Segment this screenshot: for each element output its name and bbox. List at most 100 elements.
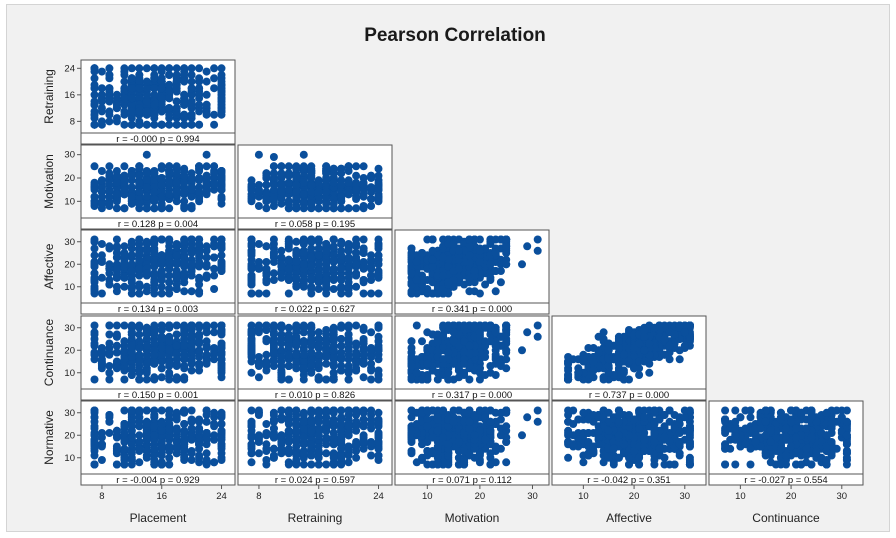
data-point bbox=[135, 422, 144, 431]
data-point bbox=[292, 339, 301, 348]
data-point bbox=[292, 364, 301, 373]
data-point bbox=[307, 417, 316, 426]
data-point bbox=[292, 181, 301, 189]
data-point bbox=[307, 408, 316, 417]
data-point bbox=[142, 107, 151, 116]
data-point bbox=[105, 375, 114, 384]
data-point bbox=[112, 167, 121, 175]
data-point bbox=[142, 183, 151, 192]
data-point bbox=[359, 258, 368, 266]
correlation-label: r = 0.010 p = 0.826 bbox=[275, 390, 355, 401]
data-point bbox=[127, 371, 136, 379]
data-point bbox=[374, 417, 383, 426]
data-point bbox=[90, 251, 99, 260]
data-point bbox=[299, 375, 308, 384]
data-point bbox=[90, 192, 99, 201]
data-point bbox=[165, 424, 174, 433]
data-point bbox=[210, 355, 219, 364]
data-point bbox=[322, 449, 331, 458]
data-point bbox=[481, 413, 490, 422]
data-point bbox=[97, 90, 106, 99]
data-point bbox=[407, 251, 416, 260]
data-point bbox=[299, 178, 308, 187]
data-point bbox=[187, 120, 196, 129]
data-point bbox=[135, 255, 144, 264]
data-point bbox=[157, 202, 166, 210]
data-point bbox=[135, 330, 144, 339]
data-point bbox=[359, 444, 368, 453]
data-point bbox=[433, 289, 442, 298]
data-point bbox=[454, 373, 463, 382]
data-point bbox=[481, 435, 490, 444]
data-point bbox=[254, 449, 263, 458]
data-point bbox=[97, 255, 106, 264]
data-point bbox=[619, 366, 628, 375]
data-point bbox=[180, 94, 189, 103]
data-point bbox=[135, 77, 144, 86]
correlation-label: r = 0.024 p = 0.597 bbox=[275, 475, 355, 486]
data-point bbox=[97, 84, 106, 93]
data-point bbox=[97, 176, 106, 185]
data-point bbox=[428, 330, 437, 339]
data-point bbox=[165, 80, 174, 89]
data-point bbox=[150, 204, 159, 213]
data-point bbox=[135, 289, 144, 298]
data-point bbox=[407, 280, 416, 289]
data-point bbox=[217, 235, 226, 244]
data-point bbox=[344, 264, 353, 273]
data-point bbox=[262, 171, 271, 180]
panel-continuance-vs-retraining: r = 0.010 p = 0.826 bbox=[237, 315, 393, 401]
data-point bbox=[157, 350, 166, 359]
data-point bbox=[127, 278, 136, 287]
data-point bbox=[217, 110, 226, 119]
data-point bbox=[112, 271, 121, 280]
data-point bbox=[90, 431, 99, 440]
data-point bbox=[465, 251, 474, 260]
data-point bbox=[157, 321, 166, 330]
data-point bbox=[407, 362, 416, 370]
data-point bbox=[157, 258, 166, 266]
data-point bbox=[329, 353, 338, 361]
data-point bbox=[150, 411, 159, 419]
data-point bbox=[337, 323, 346, 332]
data-point bbox=[120, 346, 129, 355]
data-point bbox=[202, 357, 211, 366]
data-point bbox=[284, 323, 293, 332]
data-point bbox=[217, 411, 226, 419]
data-point bbox=[90, 321, 99, 330]
data-point bbox=[180, 362, 189, 370]
data-point bbox=[150, 373, 159, 382]
data-point bbox=[460, 359, 469, 368]
data-point bbox=[374, 375, 383, 384]
data-point bbox=[97, 456, 106, 464]
data-point bbox=[614, 337, 623, 346]
data-point bbox=[359, 235, 368, 244]
data-point bbox=[165, 169, 174, 178]
data-point bbox=[165, 289, 174, 298]
data-point bbox=[254, 188, 263, 196]
correlation-label: r = -0.004 p = 0.929 bbox=[116, 475, 199, 486]
data-point bbox=[120, 282, 129, 291]
data-point bbox=[322, 204, 331, 213]
data-point bbox=[502, 321, 511, 330]
data-point bbox=[428, 255, 437, 264]
data-point bbox=[105, 162, 114, 171]
data-point bbox=[344, 330, 353, 339]
data-point bbox=[284, 335, 293, 343]
data-point bbox=[112, 321, 121, 330]
data-point bbox=[247, 449, 256, 458]
data-point bbox=[454, 341, 463, 350]
data-point bbox=[307, 273, 316, 282]
data-point bbox=[307, 426, 316, 435]
data-point bbox=[127, 120, 136, 129]
data-point bbox=[112, 242, 121, 251]
data-point bbox=[433, 460, 442, 469]
data-point bbox=[247, 341, 256, 350]
data-point bbox=[150, 357, 159, 366]
data-point bbox=[374, 260, 383, 269]
data-point bbox=[112, 100, 121, 109]
data-point bbox=[277, 253, 286, 262]
data-point bbox=[97, 120, 106, 129]
data-point bbox=[105, 260, 114, 269]
data-point bbox=[329, 328, 338, 337]
